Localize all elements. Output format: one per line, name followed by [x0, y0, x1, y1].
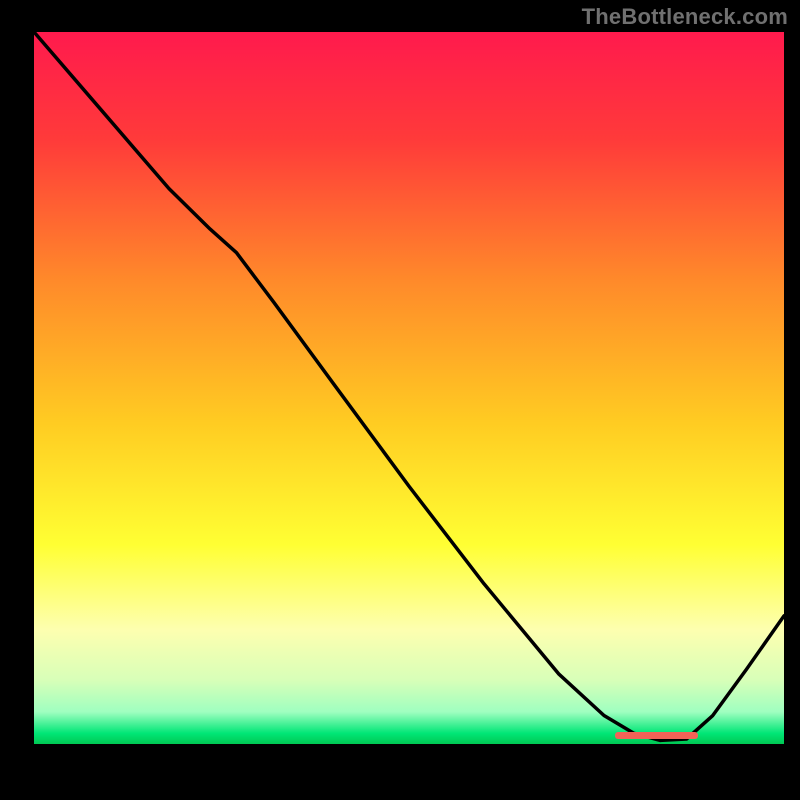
- watermark-text: TheBottleneck.com: [582, 4, 788, 30]
- bottleneck-curve: [34, 32, 784, 744]
- chart-container: TheBottleneck.com: [0, 0, 800, 800]
- plot-area: [34, 32, 784, 744]
- curve-path: [34, 32, 784, 740]
- optimal-range-marker: [615, 732, 698, 740]
